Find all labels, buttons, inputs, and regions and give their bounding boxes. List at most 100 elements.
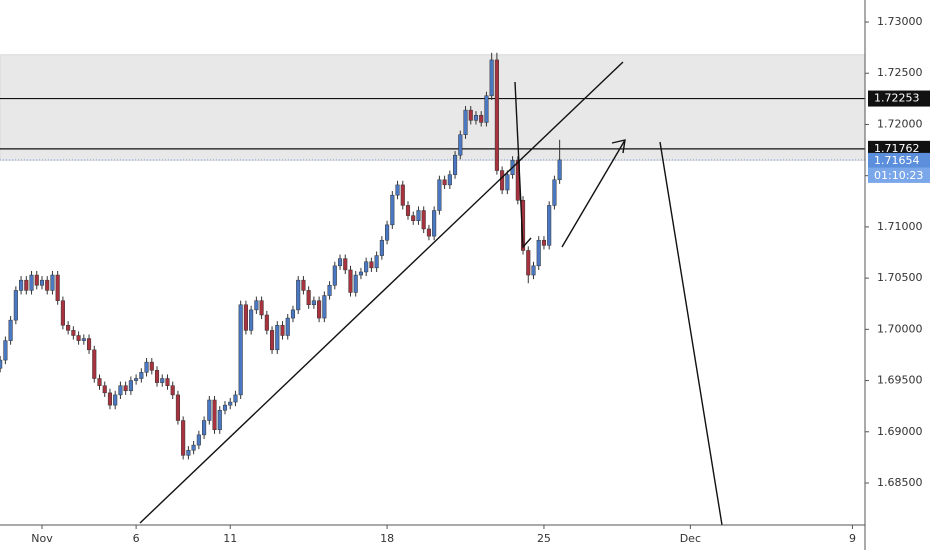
projection-line <box>659 141 723 526</box>
candle-body <box>364 261 369 273</box>
candle-body <box>379 239 384 256</box>
candle-body <box>264 314 269 331</box>
candle-body <box>60 300 65 326</box>
candle-body <box>395 184 400 196</box>
candle-body <box>547 205 552 246</box>
candle-body <box>55 274 60 301</box>
candle-body <box>175 394 180 421</box>
candle-body <box>228 401 233 406</box>
candle-body <box>259 300 264 316</box>
candle-body <box>348 269 353 293</box>
y-tick-label: 1.72000 <box>877 117 923 130</box>
y-tick-label: 1.68500 <box>877 476 923 489</box>
last-price-label: 1.71654 <box>874 154 920 167</box>
x-tick-label: 9 <box>849 532 856 545</box>
x-tick-label: 25 <box>537 532 551 545</box>
candle-body <box>191 444 196 451</box>
candle-body <box>385 224 390 241</box>
candle-body <box>196 434 201 446</box>
candle-body <box>552 179 557 206</box>
candle-body <box>374 255 379 269</box>
candle-body <box>541 239 547 246</box>
level-label: 1.72253 <box>874 92 920 105</box>
countdown-box <box>868 167 930 183</box>
level-label-box <box>868 140 930 157</box>
background-layer <box>0 54 866 161</box>
candle-body <box>50 274 55 291</box>
candle-body <box>149 361 154 371</box>
candle-body <box>243 304 248 331</box>
candle-body <box>19 279 24 291</box>
candle-body <box>8 319 13 341</box>
x-tick-label: Dec <box>680 532 701 545</box>
candle-body <box>97 378 102 386</box>
down-arrow <box>514 81 532 249</box>
candle-body <box>160 378 165 383</box>
candle-body <box>494 59 499 171</box>
candle-body <box>442 179 447 186</box>
trend-line <box>139 61 624 524</box>
candle-body <box>154 370 160 383</box>
y-tick-label: 1.71000 <box>877 220 923 233</box>
candle-body <box>531 265 536 276</box>
candle-body <box>254 300 259 311</box>
candle-body <box>505 174 510 191</box>
candle-body <box>212 399 217 430</box>
candle-body <box>358 271 363 276</box>
candle-body <box>296 279 301 311</box>
candle-body <box>468 109 473 121</box>
candle-body <box>66 324 71 331</box>
candle-body <box>432 210 437 237</box>
candle-body <box>92 349 97 379</box>
candle-body <box>222 404 228 411</box>
y-tick-label: 1.69000 <box>877 425 923 438</box>
candle-body <box>405 205 411 216</box>
up-arrow-head <box>611 139 626 154</box>
level-label: 1.71762 <box>874 142 920 155</box>
up-arrow <box>561 139 626 248</box>
candle-body <box>29 274 34 291</box>
candle-body <box>306 290 311 306</box>
candle-body <box>123 385 128 392</box>
candle-body <box>24 279 29 291</box>
candle-body <box>45 279 50 291</box>
candle-body <box>39 279 45 286</box>
candle-body <box>233 394 238 403</box>
candle-body <box>128 380 133 392</box>
candle-body <box>479 114 484 123</box>
candle-body <box>416 210 421 222</box>
candle-body <box>421 210 426 230</box>
x-tick-label: 11 <box>223 532 237 545</box>
candle-body <box>181 420 186 456</box>
candle-body <box>317 300 322 319</box>
candle-body <box>3 340 8 361</box>
candle-body <box>34 274 39 286</box>
candle-body <box>81 338 86 341</box>
candle-body <box>458 134 463 156</box>
candle-body <box>557 159 562 181</box>
y-tick-label: 1.72500 <box>877 66 923 79</box>
x-tick-label: 18 <box>380 532 394 545</box>
candle-body <box>311 300 316 306</box>
candle-body <box>186 449 191 456</box>
candle-body <box>170 385 175 396</box>
candle-body <box>165 378 170 386</box>
candle-body <box>484 95 489 123</box>
candle-body <box>202 420 207 436</box>
y-tick-label: 1.70000 <box>877 322 923 335</box>
supply-zone <box>0 54 866 161</box>
candle-body <box>447 174 452 186</box>
x-tick-label: Nov <box>31 532 53 545</box>
candle-body <box>102 385 107 394</box>
y-tick-label: 1.70500 <box>877 271 923 284</box>
candle-body <box>249 309 254 331</box>
candle-body <box>473 114 479 121</box>
candle-body <box>322 295 327 319</box>
countdown-label: 01:10:23 <box>874 169 923 182</box>
drawings <box>139 61 723 526</box>
candle-body <box>353 274 358 293</box>
candle-body <box>134 378 139 381</box>
candles-layer <box>0 52 562 460</box>
candle-body <box>411 215 416 222</box>
